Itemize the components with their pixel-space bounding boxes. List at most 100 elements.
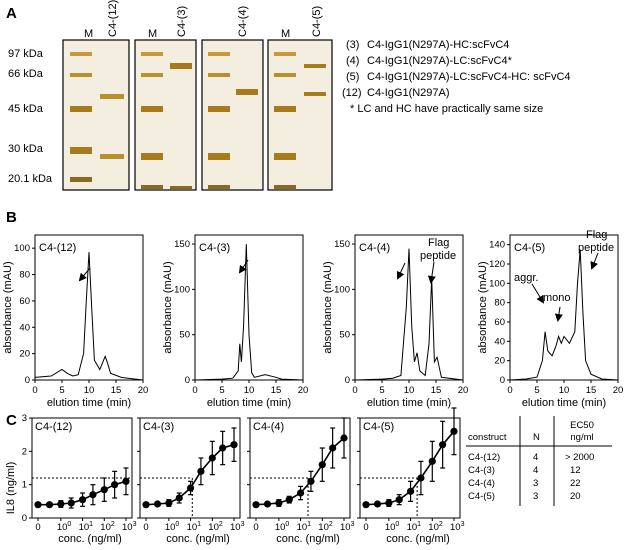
dose-response-frame [249,417,351,519]
chromatogram-trace [509,249,619,381]
gel-band [304,64,326,68]
peak-arrow [396,262,406,280]
y-tick-label: 20 [494,356,505,367]
x-tick-label: 103 [230,521,245,533]
x-tick-label: 20 [613,385,624,396]
data-point [340,434,348,442]
gel-band [100,94,124,99]
x-tick-label: 0 [363,522,368,533]
y-tick-label: 0 [500,375,505,386]
y-tick-label: 100 [174,284,190,295]
x-tick-label: 101 [407,521,422,533]
table-cell-construct: C4-(5) [468,491,495,502]
legend-note: * LC and HC have practically same size [350,103,543,115]
chart-title: C4-(5) [363,421,394,433]
x-tick-label: 5 [219,385,224,396]
gel-band [170,63,192,69]
data-point [417,474,425,482]
x-axis-label: conc. (ng/ml) [386,533,450,545]
gel-band [208,106,230,112]
data-point [329,444,337,452]
y-tick-label: 60 [19,296,30,307]
aggr-label: aggr. [514,272,538,284]
data-point [34,501,42,509]
x-axis-label: elution time (min) [367,397,451,409]
data-point [122,477,130,485]
table-cell-n: 3 [533,491,538,502]
table-cell-ec50: 12 [570,465,581,476]
chart-title: C4-(3) [199,242,230,254]
data-point [111,481,119,489]
gel-1-lane-m: M [84,28,93,40]
mono-arrow [554,306,563,322]
gel-band [70,147,92,154]
y-tick-label: 120 [489,259,505,270]
peptide-label: peptide [578,242,614,254]
x-tick-label: 5 [534,385,539,396]
data-point [428,457,436,465]
legend-num-5: (5) [346,71,359,83]
data-point [285,496,293,504]
data-point [197,467,205,475]
gel-band [70,52,92,56]
x-tick-label: 0 [35,522,40,533]
gel-band [304,92,326,96]
table-header-construct: construct [468,432,507,443]
gel-band [208,73,230,77]
gel-band [141,52,163,56]
y-tick-label: 2 [22,446,27,457]
y-tick-label: 40 [494,336,505,347]
x-tick-label: 20 [298,385,309,396]
gel-band [70,73,92,77]
gel-3-lane-c4-4: C4-(4) [237,6,249,37]
x-tick-label: 15 [431,385,442,396]
y-axis-label: absorbance (mAU) [477,261,489,353]
gel-4-lane-m: M [281,28,290,40]
x-tick-label: 20 [138,385,149,396]
x-tick-label: 15 [586,385,597,396]
y-tick-label: 0 [185,375,190,386]
legend-text-12: C4-IgG1(N297A) [367,87,450,99]
panel-a-letter: A [6,5,17,22]
x-tick-label: 100 [385,521,400,533]
table-cell-construct: C4-(3) [468,465,495,476]
gel-2-lane-m: M [148,28,157,40]
data-point [186,484,195,492]
data-point [78,496,87,504]
gel-3 [201,39,264,191]
gel-band [274,153,296,160]
x-axis-label: conc. (ng/ml) [166,533,230,545]
gel-band [236,89,258,95]
data-point [165,499,173,507]
data-point [373,500,382,508]
peak-arrow [78,267,91,282]
mono-label: mono [543,292,571,304]
data-point [307,477,315,485]
table-header-ec50: EC50 [570,420,594,431]
y-tick-label: 100 [489,278,505,289]
table-header-n: N [533,432,540,443]
legend-num-4: (4) [346,55,359,67]
x-tick-label: 0 [192,385,197,396]
data-point [439,441,447,449]
y-tick-label: 3 [22,413,27,424]
data-point [142,501,150,509]
y-tick-label: 150 [334,239,350,250]
x-tick-label: 103 [122,521,137,533]
legend-num-12: (12) [342,87,362,99]
peptide-label: peptide [420,250,456,262]
gel-1-lane-c4-12: C4-(12) [107,0,119,37]
x-axis-label: elution time (min) [522,397,606,409]
x-tick-label: 101 [187,521,202,533]
gel-band [170,186,192,189]
dose-response-curve [145,443,235,506]
gel-band [70,106,92,112]
gel-band [70,177,92,182]
data-point [385,499,393,507]
x-tick-label: 0 [352,385,357,396]
gel-band [141,106,163,112]
flag-label: Flag [586,229,607,241]
gel-band [208,153,230,160]
x-tick-label: 100 [57,521,72,533]
